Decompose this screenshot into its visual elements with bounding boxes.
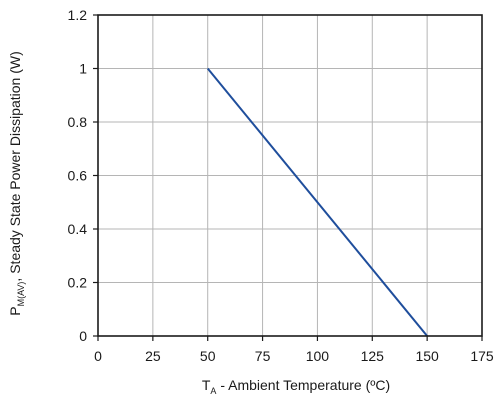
- x-tick-label: 175: [470, 348, 494, 364]
- x-tick-label: 50: [200, 348, 216, 364]
- x-tick-label: 25: [145, 348, 161, 364]
- y-tick-label: 0.2: [68, 275, 88, 291]
- y-tick-label: 0: [79, 328, 87, 344]
- x-axis-title-prefix: T: [202, 377, 211, 393]
- y-tick-label: 0.4: [68, 221, 88, 237]
- y-tick-label: 0.8: [68, 114, 88, 130]
- x-tick-label: 150: [415, 348, 439, 364]
- y-tick-label: 1.2: [68, 7, 88, 23]
- y-tick-label: 1: [79, 61, 87, 77]
- x-tick-label: 100: [306, 348, 330, 364]
- x-tick-label: 75: [255, 348, 271, 364]
- series-line: [206, 67, 428, 337]
- x-axis-title: TA - Ambient Temperature (ºC): [202, 377, 390, 396]
- y-axis-title-subscript: M(AV): [16, 282, 26, 307]
- x-axis-title-suffix: - Ambient Temperature (ºC): [216, 377, 390, 393]
- y-axis-title: PM(AV), Steady State Power Dissipation (…: [7, 51, 26, 316]
- y-tick-label: 0.6: [68, 168, 88, 184]
- series-layer: [206, 67, 428, 337]
- x-tick-label: 125: [361, 348, 385, 364]
- y-axis-title-prefix: P: [7, 306, 23, 315]
- grid: [97, 14, 483, 337]
- x-axis-title-subscript: A: [210, 386, 216, 396]
- y-axis-title-suffix: , Steady State Power Dissipation (W): [7, 51, 23, 281]
- tick-layer: 0 25 50 75 100 125 150 175 0 0.2 0.4 0.6 0.8 1 1.2: [68, 7, 494, 364]
- x-tick-label: 0: [94, 348, 102, 364]
